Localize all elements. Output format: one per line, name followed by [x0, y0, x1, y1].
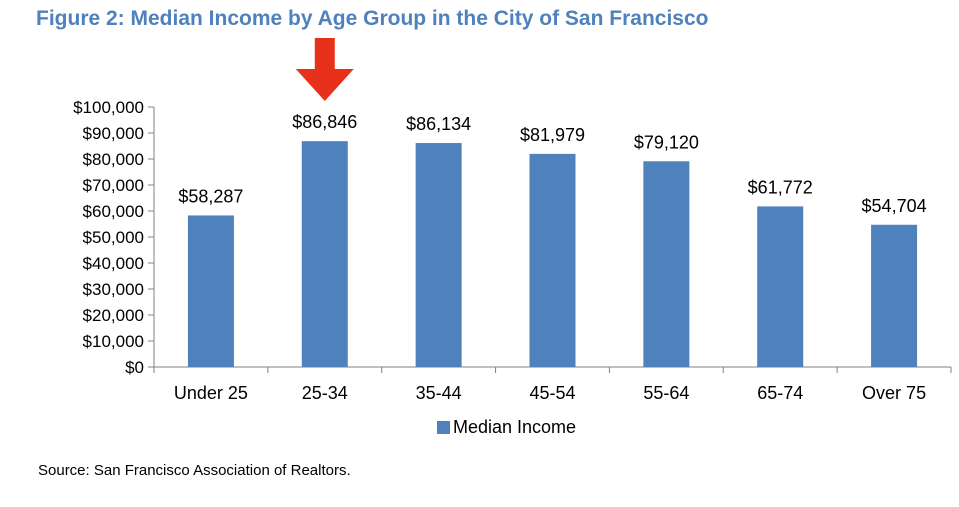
legend: Median Income: [437, 417, 576, 437]
bar: [529, 153, 576, 367]
figure-title: Figure 2: Median Income by Age Group in …: [36, 7, 709, 30]
y-tick-label: $50,000: [83, 228, 144, 247]
x-tick-label: 65-74: [757, 383, 803, 403]
y-tick-label: $70,000: [83, 176, 144, 195]
x-tick-label: Under 25: [174, 383, 248, 403]
data-label: $54,704: [862, 196, 927, 216]
legend-swatch: [437, 421, 450, 434]
x-tick-label: Over 75: [862, 383, 926, 403]
data-label: $86,134: [406, 114, 471, 134]
x-tick-label: 55-64: [643, 383, 689, 403]
legend-label: Median Income: [453, 417, 576, 437]
x-tick-label: 35-44: [416, 383, 462, 403]
data-label: $86,846: [292, 112, 357, 132]
data-labels: $58,287 $86,846 $86,134 $81,979 $79,120 $61,7…: [178, 112, 926, 216]
x-tick-label: 45-54: [529, 383, 575, 403]
y-tick-label: $90,000: [83, 124, 144, 143]
data-label: $58,287: [178, 186, 243, 206]
down-arrow-icon: [295, 38, 354, 101]
y-tick-label: $80,000: [83, 150, 144, 169]
y-tick-label: $100,000: [73, 98, 144, 117]
y-tick-label: $0: [125, 358, 144, 377]
data-label: $61,772: [748, 177, 813, 197]
bar: [643, 161, 690, 367]
data-label: $81,979: [520, 125, 585, 145]
x-axis: Under 25 25-34 35-44 45-54 55-64 65-74 Over 75: [153, 366, 952, 403]
y-tick-label: $10,000: [83, 332, 144, 351]
bars: [187, 141, 918, 367]
source-note: Source: San Francisco Association of Rea…: [38, 462, 351, 479]
y-axis: $0 $10,000 $20,000 $30,000 $40,000 $50,000 $60…: [73, 98, 155, 377]
y-tick-label: $30,000: [83, 280, 144, 299]
bar: [757, 206, 804, 367]
bar: [301, 141, 348, 367]
data-label: $79,120: [634, 132, 699, 152]
y-tick-label: $20,000: [83, 306, 144, 325]
highlight-arrow: [295, 38, 354, 101]
x-tick-label: 25-34: [302, 383, 348, 403]
bar: [187, 215, 234, 367]
bar: [871, 224, 918, 367]
y-tick-label: $40,000: [83, 254, 144, 273]
bar: [415, 143, 462, 367]
y-tick-label: $60,000: [83, 202, 144, 221]
